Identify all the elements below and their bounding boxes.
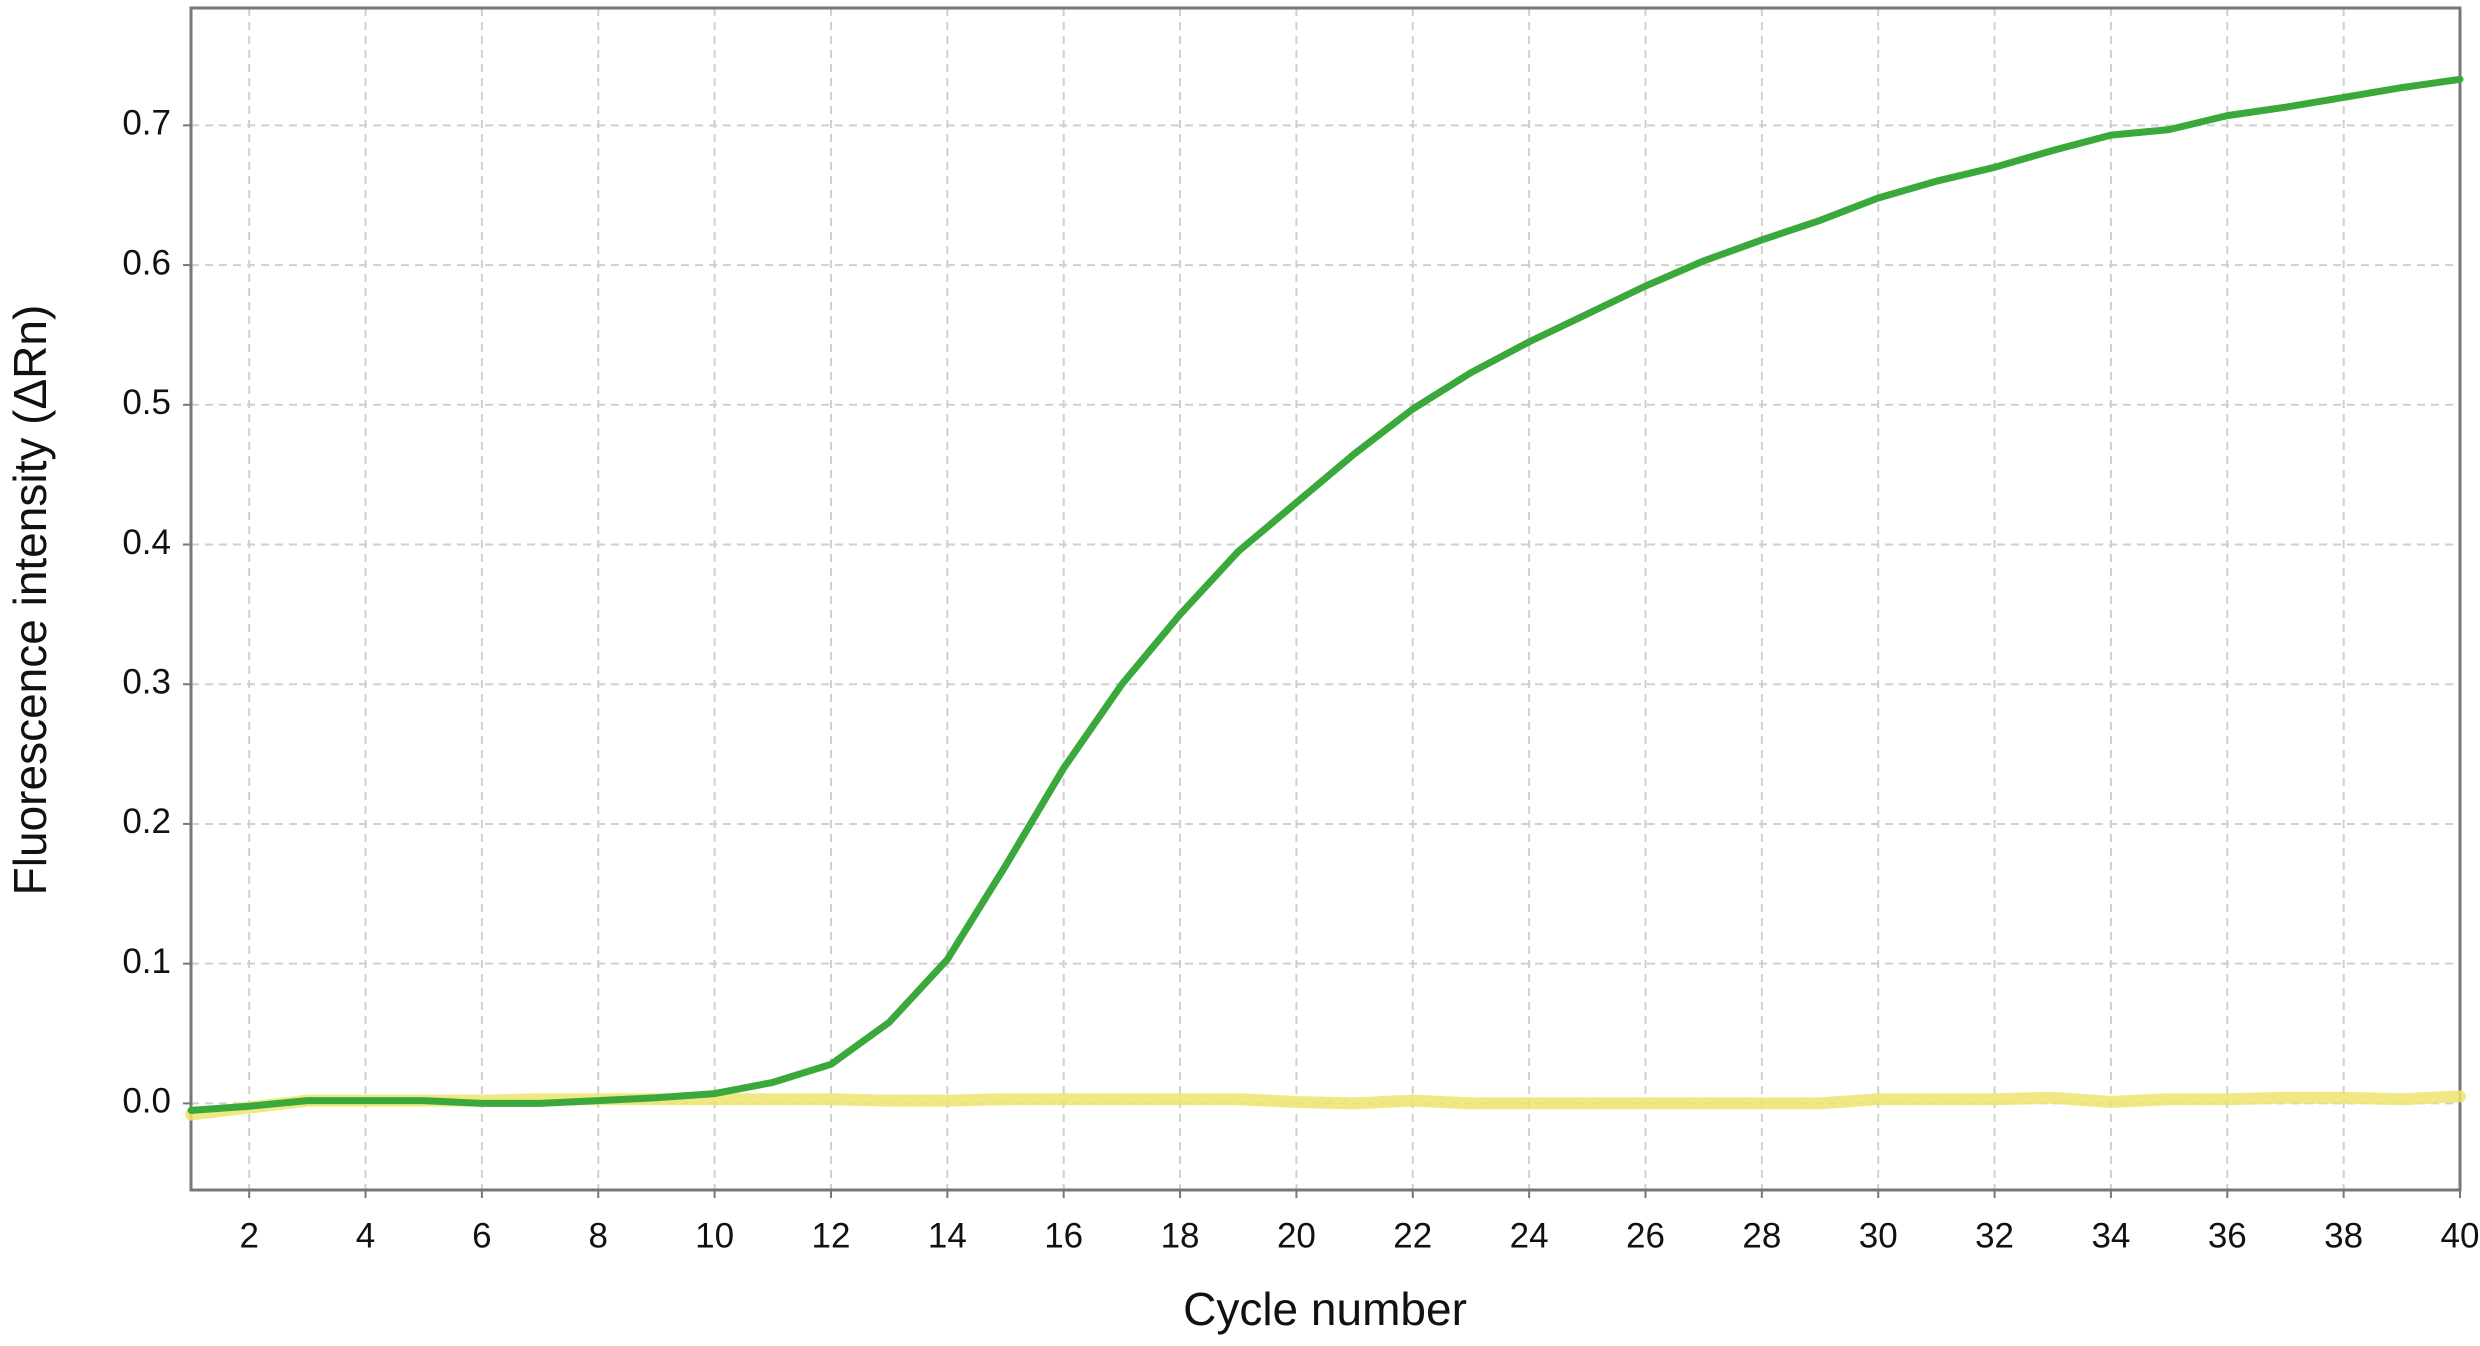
x-tick-label: 38 [2324, 1216, 2363, 1255]
x-tick-label: 28 [1742, 1216, 1781, 1255]
y-tick-label: 0.2 [122, 802, 171, 841]
data-line [187, 75, 2464, 1114]
x-tick-label: 20 [1277, 1216, 1316, 1255]
y-tick-label: 0.6 [122, 243, 171, 282]
y-tick-label: 0.3 [122, 662, 171, 701]
x-tick-label: 30 [1859, 1216, 1898, 1255]
x-tick-label: 14 [928, 1216, 967, 1255]
x-tick-label: 16 [1044, 1216, 1083, 1255]
x-tick-label: 24 [1510, 1216, 1549, 1255]
x-tick-label: 2 [239, 1216, 258, 1255]
x-tick-label: 12 [812, 1216, 851, 1255]
x-tick-label: 18 [1161, 1216, 1200, 1255]
y-axis-title: Fluorescence intensity (ΔRn) [4, 305, 56, 896]
x-tick-label: 6 [472, 1216, 491, 1255]
x-tick-label: 8 [589, 1216, 608, 1255]
y-tick-label: 0.4 [122, 523, 171, 562]
y-tick-label: 0.0 [122, 1082, 171, 1121]
y-tick-label: 0.1 [122, 942, 171, 981]
y-tick-label: 0.7 [122, 104, 171, 143]
x-tick-label: 22 [1393, 1216, 1432, 1255]
x-tick-label: 26 [1626, 1216, 1665, 1255]
x-tick-label: 4 [356, 1216, 375, 1255]
x-tick-label: 36 [2208, 1216, 2247, 1255]
y-tick-label: 0.5 [122, 383, 171, 422]
x-tick-label: 10 [695, 1216, 734, 1255]
plot-frame [189, 6, 2462, 1192]
x-tick-label: 34 [2091, 1216, 2130, 1255]
x-tick-label: 32 [1975, 1216, 2014, 1255]
x-tick-label: 40 [2441, 1216, 2480, 1255]
x-axis-title: Cycle number [1183, 1283, 1467, 1335]
